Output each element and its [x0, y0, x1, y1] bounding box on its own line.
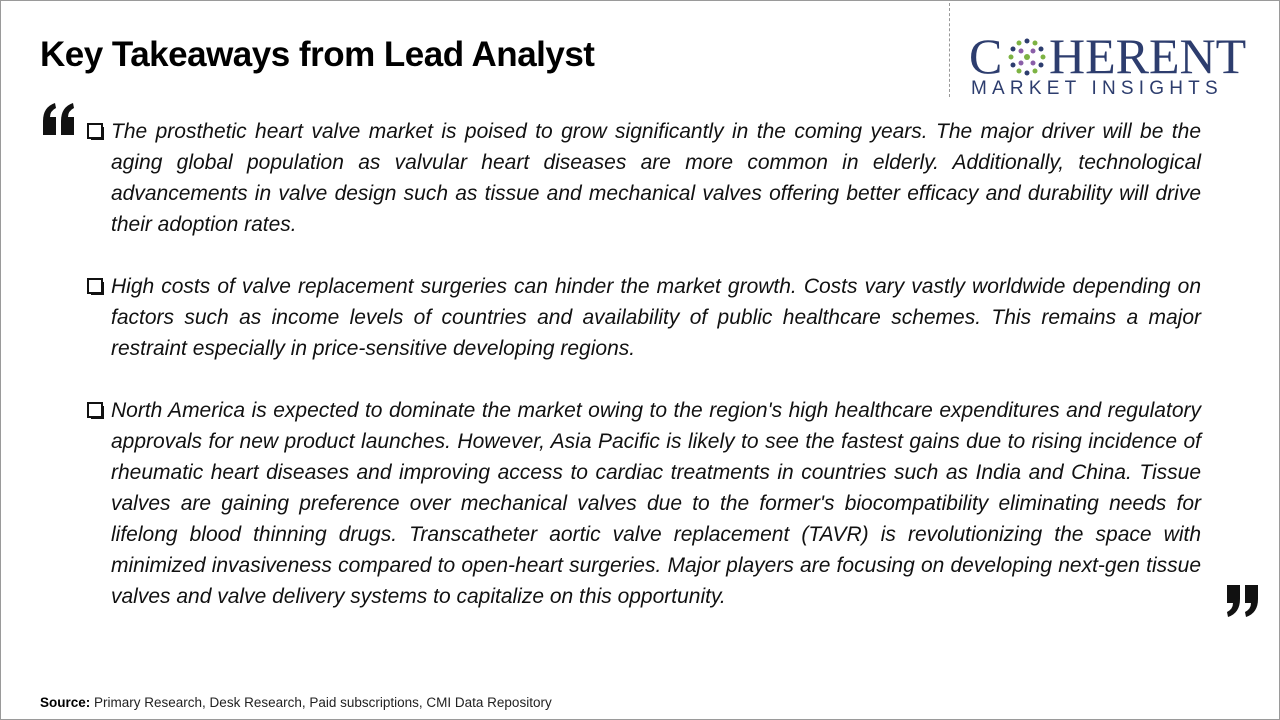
bullet-list: The prosthetic heart valve market is poi…: [87, 116, 1201, 643]
logo-icon: [1008, 38, 1046, 76]
source-label: Source:: [40, 695, 91, 710]
logo-name-start: C: [969, 28, 1003, 84]
bullet: High costs of valve replacement surgerie…: [87, 271, 1201, 364]
bullet-box: [87, 278, 104, 295]
quote-close-icon: [1227, 585, 1258, 617]
bullet-text: High costs of valve replacement surgerie…: [111, 275, 1201, 360]
quote-open-icon: [43, 103, 74, 135]
source: Source: Primary Research, Desk Research,…: [40, 695, 552, 710]
bullet: North America is expected to dominate th…: [87, 395, 1201, 612]
logo-tagline: MARKET INSIGHTS: [971, 78, 1223, 99]
bullet-box: [87, 123, 104, 140]
bullet-text: The prosthetic heart valve market is poi…: [111, 120, 1201, 236]
divider: [949, 3, 950, 97]
bullet: The prosthetic heart valve market is poi…: [87, 116, 1201, 240]
bullet-box: [87, 402, 104, 419]
logo-name-end: HERENT: [1049, 28, 1247, 84]
logo: C HERENT MARKET INSIGHTS: [969, 31, 1264, 101]
bullet-text: North America is expected to dominate th…: [111, 399, 1201, 608]
source-text: Primary Research, Desk Research, Paid su…: [94, 695, 552, 710]
title: Key Takeaways from Lead Analyst: [40, 35, 595, 74]
